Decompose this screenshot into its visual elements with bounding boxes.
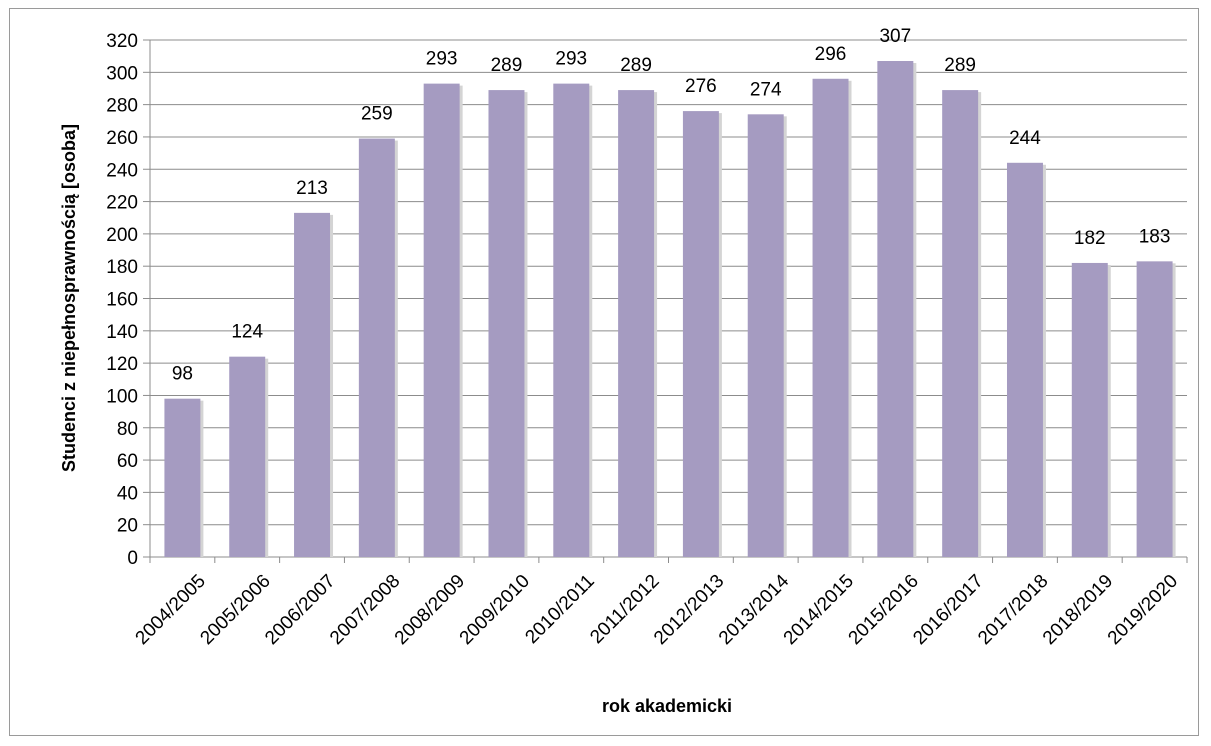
bar (294, 212, 331, 557)
bar (553, 83, 590, 557)
x-tick-label: 2010/2011 (521, 571, 598, 648)
bar (942, 90, 979, 557)
y-tick-label: 160 (106, 290, 138, 311)
y-tick-label: 40 (117, 483, 138, 504)
bar (229, 356, 266, 557)
data-label: 244 (1009, 128, 1041, 149)
y-tick-label: 220 (106, 193, 138, 214)
data-label: 293 (555, 49, 587, 70)
data-label: 296 (815, 44, 847, 65)
chart-frame (9, 8, 1199, 736)
y-tick-label: 140 (106, 322, 138, 343)
bar (618, 90, 655, 557)
data-label: 307 (879, 26, 911, 47)
data-label: 289 (620, 55, 652, 76)
y-tick-label: 240 (106, 160, 138, 181)
bar (1136, 261, 1173, 557)
y-tick-label: 280 (106, 96, 138, 117)
data-label: 276 (685, 76, 717, 97)
bar (1071, 262, 1108, 557)
bar (358, 138, 395, 557)
data-label: 213 (296, 178, 328, 199)
bars (164, 61, 1176, 558)
y-axis-title: Studenci z niepełnosprawnością [osoba] (59, 124, 79, 472)
bar (488, 90, 525, 557)
data-label: 182 (1074, 228, 1106, 249)
x-tick-label: 2019/2020 (1104, 571, 1182, 649)
bar (1006, 162, 1043, 557)
y-tick-label: 20 (117, 516, 138, 537)
x-tick-labels: 2004/20052005/20062006/20072007/20082008… (132, 570, 1183, 649)
bar (747, 114, 784, 557)
y-tick-label: 60 (117, 451, 138, 472)
data-label: 289 (491, 55, 523, 76)
data-label: 183 (1139, 226, 1171, 247)
y-tick-label: 260 (106, 128, 138, 149)
y-tick-label: 320 (106, 31, 138, 52)
bar (682, 111, 719, 558)
data-label: 259 (361, 104, 393, 125)
bar (423, 83, 460, 557)
data-labels: 98 124 213 259 293 289 293 289 276 274 296 307 289 24… (172, 26, 1171, 385)
data-label: 289 (944, 55, 976, 76)
data-label: 293 (426, 49, 458, 70)
bar (877, 61, 914, 558)
y-tick-label: 80 (117, 419, 138, 440)
data-label: 274 (750, 79, 782, 100)
y-tick-label: 200 (106, 225, 138, 246)
y-tick-labels: 0 20 40 60 80 100 120 140 160 180 200 220 240 260 280 3… (106, 31, 138, 569)
y-tick-label: 120 (106, 354, 138, 375)
data-label: 98 (172, 364, 193, 385)
bar (812, 78, 849, 558)
x-axis-title: rok akademicki (602, 696, 732, 716)
bar (164, 398, 201, 557)
y-tick-label: 0 (127, 548, 138, 569)
y-tick-label: 300 (106, 63, 138, 84)
y-tick-label: 180 (106, 257, 138, 278)
data-label: 124 (231, 322, 263, 343)
y-tick-label: 100 (106, 386, 138, 407)
x-tick-label: 2009/2010 (456, 571, 534, 649)
